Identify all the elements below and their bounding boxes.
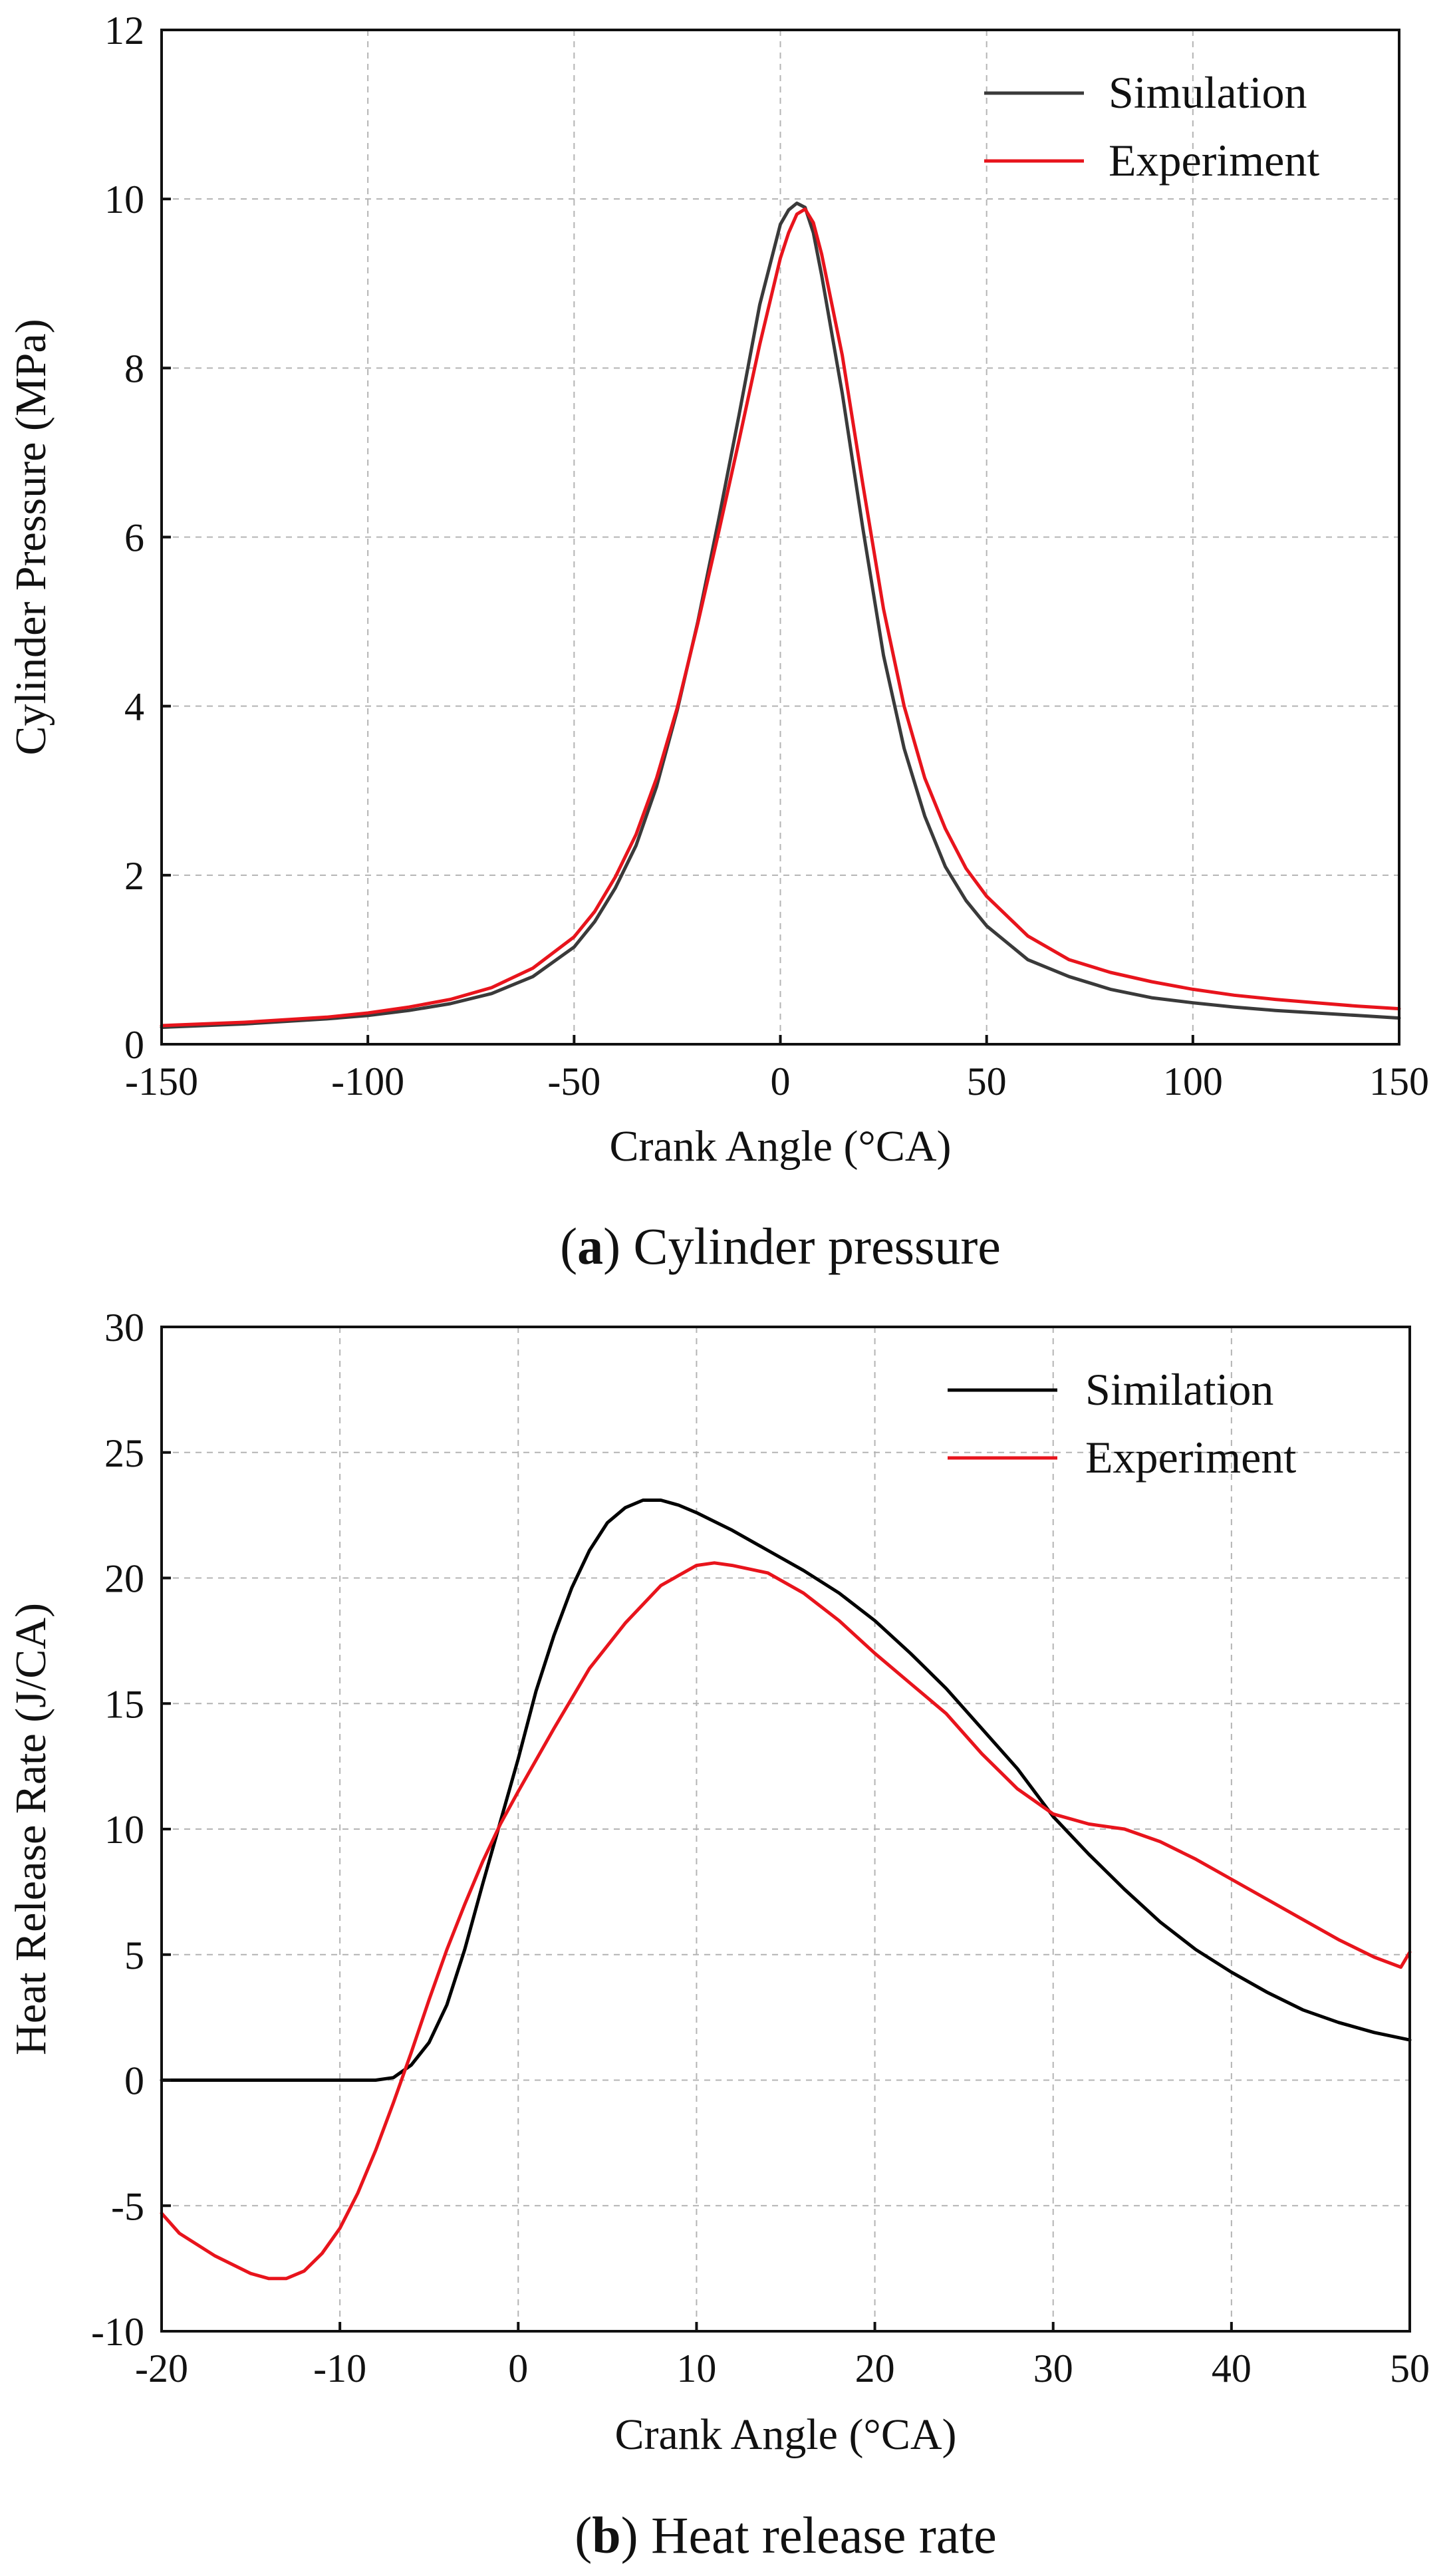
caption-text: Cylinder pressure — [634, 1217, 1001, 1275]
x-axis-label: Crank Angle (°CA) — [610, 1122, 952, 1171]
chart-panel-b: -20 -10 0 10 20 30 40 50-10-5051015202530Crank … — [7, 1306, 1430, 2564]
x-tick-label: 0 — [508, 2347, 528, 2390]
series-line-simulation — [160, 202, 1401, 1030]
x-tick-label: -10 — [313, 2347, 366, 2390]
x-tick-label: 40 — [1212, 2347, 1252, 2390]
series-line-experiment — [160, 207, 1401, 1028]
y-tick-label: -10 — [91, 2310, 144, 2354]
x-tick-label: 20 — [855, 2347, 895, 2390]
y-tick-label: -5 — [111, 2184, 144, 2228]
legend-label: Experiment — [1109, 135, 1319, 186]
caption-text: Heat release rate — [651, 2506, 997, 2564]
y-axis-label: Cylinder Pressure (MPa) — [7, 319, 55, 755]
x-tick-label: 30 — [1033, 2347, 1073, 2390]
caption-letter: b — [592, 2506, 620, 2564]
x-tick-label: -20 — [135, 2347, 188, 2390]
y-tick-label: 12 — [104, 9, 144, 53]
y-tick-label: 0 — [124, 2059, 144, 2103]
x-tick-label: 150 — [1369, 1060, 1429, 1103]
y-tick-label: 25 — [104, 1431, 144, 1475]
x-tick-label: -150 — [125, 1060, 198, 1103]
panel-caption: (a) Cylinder pressure — [560, 1217, 1001, 1275]
y-tick-label: 8 — [124, 347, 144, 390]
legend-label: Similation — [1085, 1364, 1273, 1415]
x-tick-label: 50 — [967, 1060, 1007, 1103]
x-axis-label: Crank Angle (°CA) — [615, 2410, 957, 2459]
y-tick-label: 15 — [104, 1682, 144, 1726]
series-line-similation — [160, 1499, 1412, 2082]
legend-label: Simulation — [1109, 67, 1307, 118]
y-tick-label: 4 — [124, 685, 144, 729]
legend-label: Experiment — [1085, 1432, 1296, 1483]
y-tick-label: 20 — [104, 1557, 144, 1601]
y-tick-label: 2 — [124, 854, 144, 898]
y-tick-label: 30 — [104, 1306, 144, 1350]
x-tick-label: 100 — [1163, 1060, 1223, 1103]
chart-panel-a: -150 -100 -50 0 50 100 150 0 2 4 6 8 10 12 Crank Angle… — [7, 9, 1429, 1275]
x-tick-label: 0 — [771, 1060, 791, 1103]
y-tick-label: 0 — [124, 1023, 144, 1067]
x-tick-label: -50 — [547, 1060, 600, 1103]
y-axis-label: Heat Release Rate (J/CA) — [7, 1603, 55, 2055]
y-tick-label: 10 — [104, 1808, 144, 1852]
x-tick-label: 50 — [1390, 2347, 1430, 2390]
y-tick-label: 5 — [124, 1933, 144, 1977]
series-line-experiment — [160, 1561, 1412, 2281]
caption-letter: a — [577, 1217, 603, 1275]
y-tick-label: 6 — [124, 516, 144, 560]
x-tick-label: 10 — [676, 2347, 716, 2390]
x-tick-label: -100 — [331, 1060, 404, 1103]
y-tick-label: 10 — [104, 178, 144, 221]
panel-caption: (b) Heat release rate — [575, 2506, 996, 2564]
